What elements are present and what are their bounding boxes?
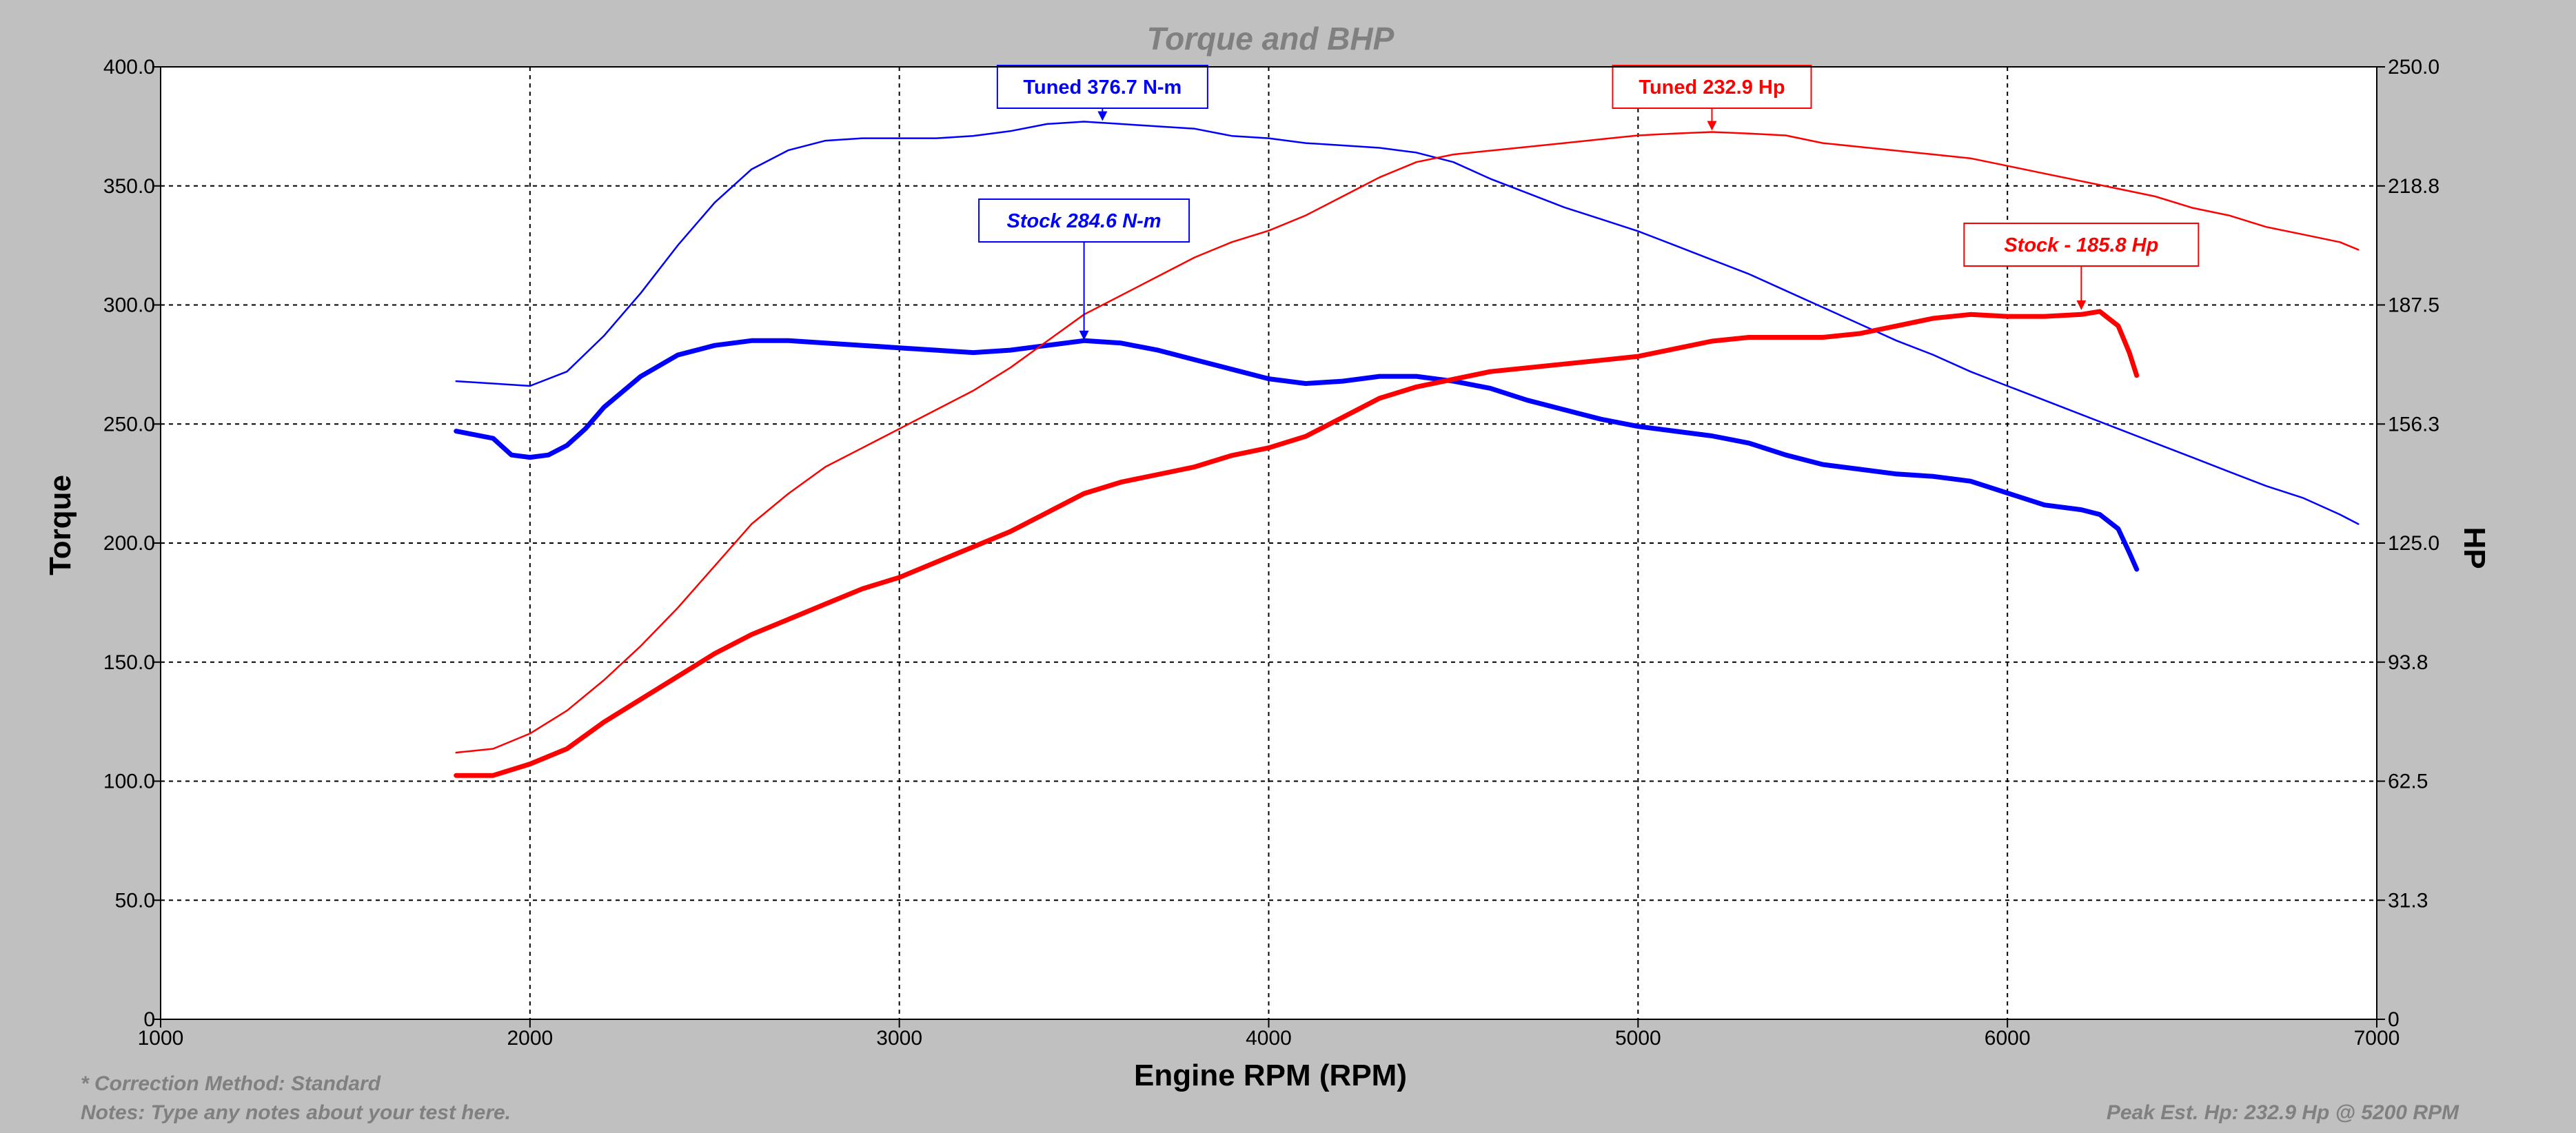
x-tick-label: 3000 bbox=[876, 1027, 922, 1050]
series-line-stock-hp bbox=[454, 309, 2140, 778]
y-left-tick-label: 50.0 bbox=[115, 889, 155, 912]
y-right-tick-label: 218.8 bbox=[2388, 175, 2440, 198]
x-axis-label: Engine RPM (RPM) bbox=[1134, 1059, 1407, 1092]
y-left-tick-label: 250.0 bbox=[103, 413, 155, 436]
callout-box bbox=[1963, 223, 2200, 267]
callout-label: Tuned 376.7 N-m bbox=[1023, 76, 1181, 99]
series-line-tuned-torque bbox=[455, 121, 2360, 525]
callout-arrow bbox=[1707, 121, 1717, 131]
callout-label: Stock 284.6 N-m bbox=[1007, 210, 1162, 232]
callout-arrow bbox=[2076, 300, 2087, 310]
callout-arrow bbox=[1097, 111, 1108, 121]
y-right-tick-label: 0 bbox=[2388, 1008, 2400, 1031]
peak-estimate: Peak Est. Hp: 232.9 Hp @ 5200 RPM bbox=[2106, 1101, 2459, 1124]
callout-box bbox=[1612, 65, 1812, 109]
x-tick-label: 1000 bbox=[138, 1027, 184, 1050]
y-left-tick-label: 400.0 bbox=[103, 56, 155, 79]
y-right-tick-label: 31.3 bbox=[2388, 889, 2428, 912]
y-right-tick-label: 187.5 bbox=[2388, 294, 2440, 317]
peak-callout: Tuned 232.9 Hp bbox=[1612, 65, 1812, 131]
y-left-tick-label: 150.0 bbox=[103, 651, 155, 674]
y-right-tick-label: 62.5 bbox=[2388, 770, 2428, 793]
callout-box bbox=[996, 65, 1208, 109]
y-left-tick-label: 0 bbox=[143, 1008, 155, 1031]
y-axis-left-label: Torque bbox=[43, 475, 77, 575]
peak-callout: Tuned 376.7 N-m bbox=[996, 65, 1208, 121]
series-line-tuned-hp bbox=[455, 131, 2360, 754]
callout-label: Stock - 185.8 Hp bbox=[2004, 234, 2158, 256]
x-tick-label: 2000 bbox=[507, 1027, 553, 1050]
annotations: Tuned 376.7 N-m Stock 284.6 N-m Tuned 232.… bbox=[978, 65, 2200, 340]
x-tick-label: 7000 bbox=[2354, 1027, 2400, 1050]
callout-arrow bbox=[1079, 330, 1089, 340]
y-left-tick-label: 100.0 bbox=[103, 770, 155, 793]
y-axis-right-label: HP bbox=[2457, 527, 2491, 569]
callout-label: Tuned 232.9 Hp bbox=[1639, 76, 1785, 99]
y-right-tick-label: 156.3 bbox=[2388, 413, 2440, 436]
x-tick-label: 5000 bbox=[1615, 1027, 1661, 1050]
y-right-tick-label: 125.0 bbox=[2388, 532, 2440, 555]
y-left-tick-label: 300.0 bbox=[103, 294, 155, 317]
correction-method-note: * Correction Method: Standard bbox=[81, 1072, 381, 1095]
peak-callout: Stock 284.6 N-m bbox=[978, 198, 1190, 340]
x-tick-label: 6000 bbox=[1985, 1027, 2031, 1050]
y-left-tick-label: 350.0 bbox=[103, 175, 155, 198]
series-line-stock-torque bbox=[454, 338, 2140, 572]
axes: 1000 2000 3000 4000 5000 6000 7000050.0100.015… bbox=[103, 56, 2440, 1050]
y-right-tick-label: 250.0 bbox=[2388, 56, 2440, 79]
series-layer bbox=[454, 121, 2360, 778]
x-tick-label: 4000 bbox=[1246, 1027, 1292, 1050]
chart-title: Torque and BHP bbox=[1147, 21, 1395, 57]
peak-callout: Stock - 185.8 Hp bbox=[1963, 223, 2200, 310]
y-left-tick-label: 200.0 bbox=[103, 532, 155, 555]
test-notes: Notes: Type any notes about your test he… bbox=[81, 1101, 511, 1124]
y-right-tick-label: 93.8 bbox=[2388, 651, 2428, 674]
callout-box bbox=[978, 198, 1190, 243]
